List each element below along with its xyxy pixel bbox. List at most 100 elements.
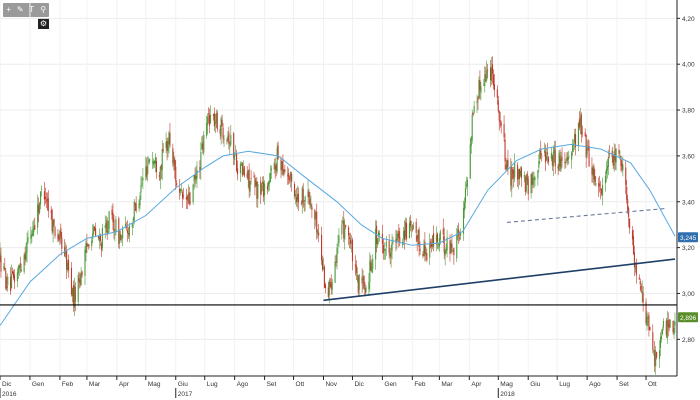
candle-body [404, 230, 406, 240]
candle-body [486, 70, 488, 81]
candle-body [550, 152, 552, 159]
x-tick-label: Apr [119, 381, 130, 388]
crosshair-icon[interactable]: + [6, 5, 12, 14]
candle-body [246, 173, 248, 178]
candle-body [7, 276, 9, 286]
candle-body [160, 166, 162, 170]
candle-body [295, 197, 298, 203]
candle-body [553, 147, 555, 154]
candle-body [46, 198, 48, 201]
candle-body [653, 350, 655, 352]
candle-body [593, 166, 595, 180]
candle-body [350, 242, 353, 243]
candle-body [534, 177, 536, 181]
price-tag [678, 232, 698, 243]
candle-body [654, 349, 656, 367]
candle-body [364, 288, 366, 296]
candle-body [436, 233, 438, 242]
candle-body [122, 228, 124, 239]
candle-body [12, 271, 14, 274]
candle-body [391, 241, 393, 252]
candle-body [277, 145, 279, 159]
text-icon[interactable]: T [29, 5, 35, 14]
candle-body [503, 124, 505, 138]
candle-body [462, 207, 465, 234]
candle-body [166, 141, 168, 151]
candle-body [349, 237, 351, 239]
candle-body [363, 275, 365, 288]
pencil-icon[interactable]: ✎ [16, 5, 24, 14]
candle-body [539, 150, 541, 159]
candle-body [32, 228, 34, 236]
candle-body [40, 191, 42, 205]
candle-body [435, 234, 438, 245]
candle-body [254, 178, 256, 188]
candle-body [459, 237, 461, 239]
candle-body [23, 254, 25, 272]
candle-body [148, 160, 150, 163]
candle-body [128, 225, 130, 237]
candle-body [155, 161, 157, 173]
candle-body [165, 142, 167, 148]
candle-body [152, 161, 154, 163]
candle-body [111, 209, 113, 216]
candle-body [221, 119, 223, 126]
candle-body [202, 142, 204, 150]
price-tag [678, 312, 698, 323]
trendline [323, 258, 676, 302]
gear-icon[interactable]: ⚙ [38, 18, 49, 29]
candle-body [442, 228, 444, 235]
candle-body [290, 171, 292, 180]
candle-body [416, 235, 418, 241]
candle-body [541, 155, 543, 157]
candle-body [324, 284, 326, 289]
candle-body [606, 165, 608, 171]
candle-body [219, 128, 221, 134]
candle-body [344, 228, 346, 240]
candle-body [349, 239, 352, 244]
candle-body [88, 244, 90, 248]
y-tick-label: 3,20 [682, 245, 695, 252]
x-tick-label: Lug [207, 381, 218, 388]
candle-body [161, 148, 163, 171]
candle-body [193, 175, 195, 182]
candle-body [395, 238, 397, 243]
dashed-trendline [506, 208, 665, 223]
candle-body [93, 226, 95, 234]
candle-body [341, 224, 343, 235]
candle-body [660, 335, 663, 340]
candle-body [185, 197, 187, 200]
x-tick-label: Ott [296, 381, 305, 388]
candle-body [613, 151, 615, 166]
candle-body [627, 199, 629, 211]
candle-body [311, 207, 313, 210]
candle-body [485, 76, 487, 78]
moving-average-line [0, 143, 676, 326]
candle-body [309, 198, 311, 205]
candle-body [656, 351, 658, 358]
candle-body [147, 164, 149, 174]
candle-body [179, 188, 181, 193]
candle-body [396, 233, 398, 241]
candle-body [354, 264, 356, 267]
magnifier-icon[interactable]: ⚲ [40, 5, 47, 14]
candle-body [112, 212, 114, 223]
candle-body [492, 74, 495, 86]
candle-body [283, 169, 285, 172]
candle-body [571, 152, 573, 160]
candle-body [146, 166, 148, 176]
candle-body [587, 147, 589, 149]
candle-body [60, 227, 62, 239]
candle-body [159, 166, 161, 180]
candle-body [234, 155, 236, 161]
candle-body [59, 230, 61, 238]
candle-body [546, 152, 549, 155]
candle-body [524, 177, 526, 193]
candle-body [592, 167, 594, 176]
candle-body [423, 243, 425, 257]
candle-body [343, 220, 345, 239]
candle-body [12, 272, 15, 278]
candle-body [121, 235, 123, 237]
candle-body [65, 251, 67, 254]
